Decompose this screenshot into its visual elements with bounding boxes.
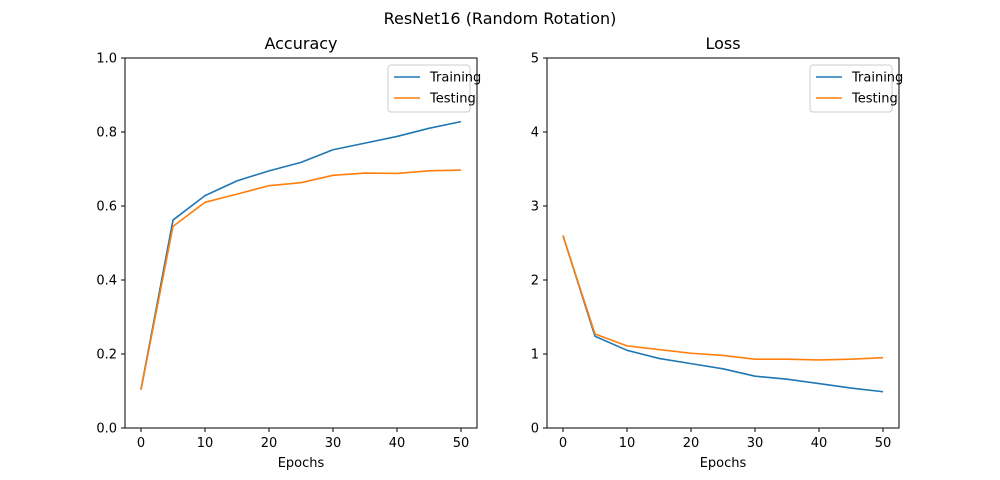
loss-training-line bbox=[562, 235, 884, 393]
accuracy-y-tick-label: 0.6 bbox=[96, 200, 117, 215]
loss-x-tick-label: 50 bbox=[875, 436, 892, 451]
loss-title: Loss bbox=[705, 34, 740, 53]
accuracy-legend-testing-label: Testing bbox=[429, 92, 476, 107]
accuracy-legend-training-label: Training bbox=[429, 71, 481, 86]
accuracy-y-tick-label: 0.4 bbox=[96, 274, 117, 289]
loss-y-tick-label: 3 bbox=[531, 200, 539, 215]
loss-x-tick-label: 10 bbox=[619, 436, 636, 451]
loss-legend-testing-label: Testing bbox=[851, 92, 898, 107]
loss-x-axis-label: Epochs bbox=[700, 456, 747, 471]
loss-y-tick-label: 5 bbox=[531, 52, 539, 67]
accuracy-panel: Accuracy 0 10 20 30 40 50 0.0 0.2 0.4 0.6 0.8 1.0 Epo… bbox=[96, 34, 481, 471]
loss-legend-training-label: Training bbox=[851, 71, 903, 86]
loss-x-tick-label: 40 bbox=[811, 436, 828, 451]
accuracy-y-tick-label: 0.0 bbox=[96, 422, 117, 437]
loss-y-tick-label: 2 bbox=[531, 274, 539, 289]
accuracy-y-tick-label: 0.2 bbox=[96, 348, 117, 363]
figure-suptitle: ResNet16 (Random Rotation) bbox=[384, 9, 617, 28]
accuracy-testing-line bbox=[140, 169, 462, 391]
accuracy-x-tick-label: 30 bbox=[325, 436, 342, 451]
loss-y-tick-label: 1 bbox=[531, 348, 539, 363]
accuracy-plot-frame bbox=[124, 57, 478, 429]
loss-x-tick-label: 30 bbox=[747, 436, 764, 451]
accuracy-x-tick-label: 10 bbox=[197, 436, 214, 451]
accuracy-training-line bbox=[140, 120, 462, 390]
accuracy-y-tick-label: 0.8 bbox=[96, 126, 117, 141]
accuracy-y-tick-label: 1.0 bbox=[96, 52, 117, 67]
accuracy-title: Accuracy bbox=[264, 34, 337, 53]
loss-legend: Training Testing bbox=[809, 64, 903, 113]
accuracy-x-tick-label: 50 bbox=[453, 436, 470, 451]
loss-y-tick-label: 4 bbox=[531, 126, 539, 141]
loss-testing-line bbox=[562, 235, 884, 361]
loss-panel: Loss 0 10 20 30 40 50 0 1 2 3 4 5 Epochs Training Testi… bbox=[531, 34, 904, 471]
accuracy-legend: Training Testing bbox=[387, 64, 481, 113]
loss-y-tick-label: 0 bbox=[531, 422, 539, 437]
accuracy-x-tick-label: 0 bbox=[137, 436, 145, 451]
loss-plot-frame bbox=[546, 57, 900, 429]
accuracy-x-tick-label: 40 bbox=[389, 436, 406, 451]
loss-x-tick-label: 20 bbox=[683, 436, 700, 451]
loss-x-tick-label: 0 bbox=[559, 436, 567, 451]
accuracy-x-axis-label: Epochs bbox=[278, 456, 325, 471]
accuracy-x-tick-label: 20 bbox=[261, 436, 278, 451]
